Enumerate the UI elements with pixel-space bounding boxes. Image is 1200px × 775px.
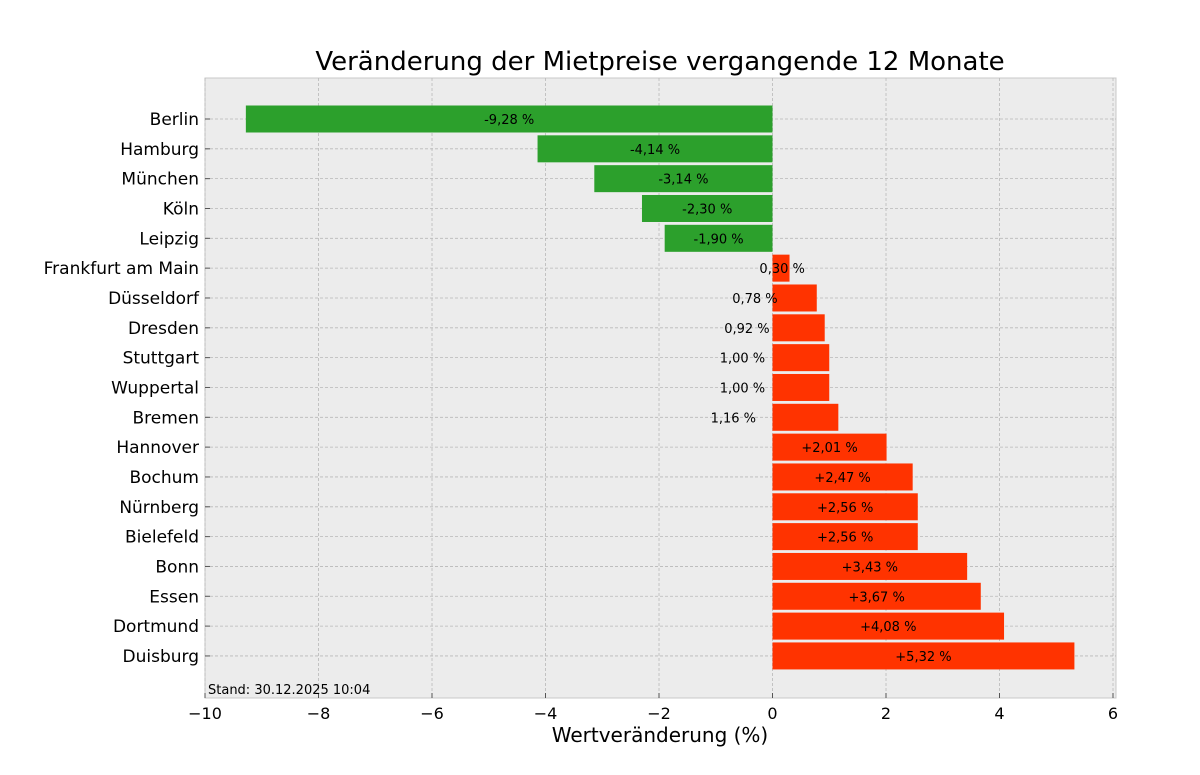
y-tick-label: Düsseldorf xyxy=(108,289,200,309)
y-tick-label: Duisburg xyxy=(123,647,200,667)
y-tick-label: Dresden xyxy=(128,319,199,339)
data-label: +5,32 % xyxy=(895,650,951,665)
data-label: +2,47 % xyxy=(814,471,870,486)
timestamp-annotation: Stand: 30.12.2025 10:04 xyxy=(208,683,370,698)
x-tick-label: 4 xyxy=(994,704,1004,723)
data-label: -1,90 % xyxy=(694,232,744,247)
data-label: 1,00 % xyxy=(720,352,765,367)
bar xyxy=(772,314,825,342)
bar xyxy=(772,523,918,551)
y-tick-label: Bielefeld xyxy=(125,528,199,548)
y-tick-label: Köln xyxy=(163,199,199,219)
x-tick-label: 0 xyxy=(767,704,777,723)
data-label: 1,16 % xyxy=(711,411,756,426)
bar xyxy=(772,284,817,312)
bar xyxy=(641,194,773,222)
y-tick-label: Stuttgart xyxy=(123,349,200,369)
bar xyxy=(594,165,773,193)
x-tick-label: −2 xyxy=(647,704,671,723)
data-label: 0,30 % xyxy=(759,262,804,277)
data-label: +3,43 % xyxy=(842,560,898,575)
data-label: -3,14 % xyxy=(658,173,708,188)
y-tick-label: Bochum xyxy=(129,468,199,488)
bar xyxy=(772,612,1005,640)
y-tick-label: Hannover xyxy=(116,438,199,458)
data-label: -2,30 % xyxy=(682,202,732,217)
data-label: +4,08 % xyxy=(860,620,916,635)
y-tick-label: München xyxy=(121,170,199,190)
y-tick-label: Leipzig xyxy=(139,229,199,249)
y-axis-labels: Berlin Hamburg München Köln Leipzig Frankfurt… xyxy=(44,110,210,667)
y-tick-label: Essen xyxy=(149,587,199,607)
bar xyxy=(772,433,887,461)
y-tick-label: Dortmund xyxy=(113,617,199,637)
y-tick-label: Frankfurt am Main xyxy=(44,259,199,279)
bar xyxy=(772,344,830,372)
data-label: +2,01 % xyxy=(801,441,857,456)
bar xyxy=(772,493,918,521)
x-tick-label: 2 xyxy=(881,704,891,723)
bar xyxy=(664,224,773,252)
data-label: +2,56 % xyxy=(817,531,873,546)
chart-title: Veränderung der Mietpreise vergangende 1… xyxy=(315,47,1004,77)
x-axis-ticks: −10 −8 −6 −4 −2 0 2 4 6 xyxy=(188,693,1118,723)
x-axis-label: Wertveränderung (%) xyxy=(552,723,769,747)
bar xyxy=(772,582,981,610)
data-label: 1,00 % xyxy=(720,381,765,396)
bar xyxy=(537,135,773,163)
bar xyxy=(772,403,839,431)
data-label: 0,78 % xyxy=(732,292,777,307)
bar xyxy=(772,463,913,491)
bars xyxy=(245,105,1075,670)
data-label: -9,28 % xyxy=(484,113,534,128)
data-label: +3,67 % xyxy=(848,590,904,605)
y-tick-label: Bonn xyxy=(155,557,199,577)
grid-lines xyxy=(204,78,1116,698)
bar xyxy=(245,105,773,133)
x-tick-label: 6 xyxy=(1108,704,1118,723)
data-label: -4,14 % xyxy=(630,143,680,158)
x-tick-label: −4 xyxy=(534,704,558,723)
bar xyxy=(772,254,790,282)
x-tick-label: −6 xyxy=(420,704,444,723)
y-tick-label: Nürnberg xyxy=(119,498,199,518)
x-tick-label: −10 xyxy=(188,704,222,723)
x-tick-label: −8 xyxy=(307,704,331,723)
bar xyxy=(772,642,1075,670)
data-label: +2,56 % xyxy=(817,501,873,516)
y-tick-label: Hamburg xyxy=(120,140,199,160)
data-label: 0,92 % xyxy=(724,322,769,337)
bar xyxy=(772,373,830,401)
data-labels: -9,28 % -4,14 % -3,14 % -2,30 % -1,90 % 0,30 … xyxy=(484,113,952,665)
bar xyxy=(772,552,968,580)
y-tick-label: Berlin xyxy=(150,110,199,130)
y-tick-label: Bremen xyxy=(132,408,199,428)
y-tick-label: Wuppertal xyxy=(111,378,199,398)
